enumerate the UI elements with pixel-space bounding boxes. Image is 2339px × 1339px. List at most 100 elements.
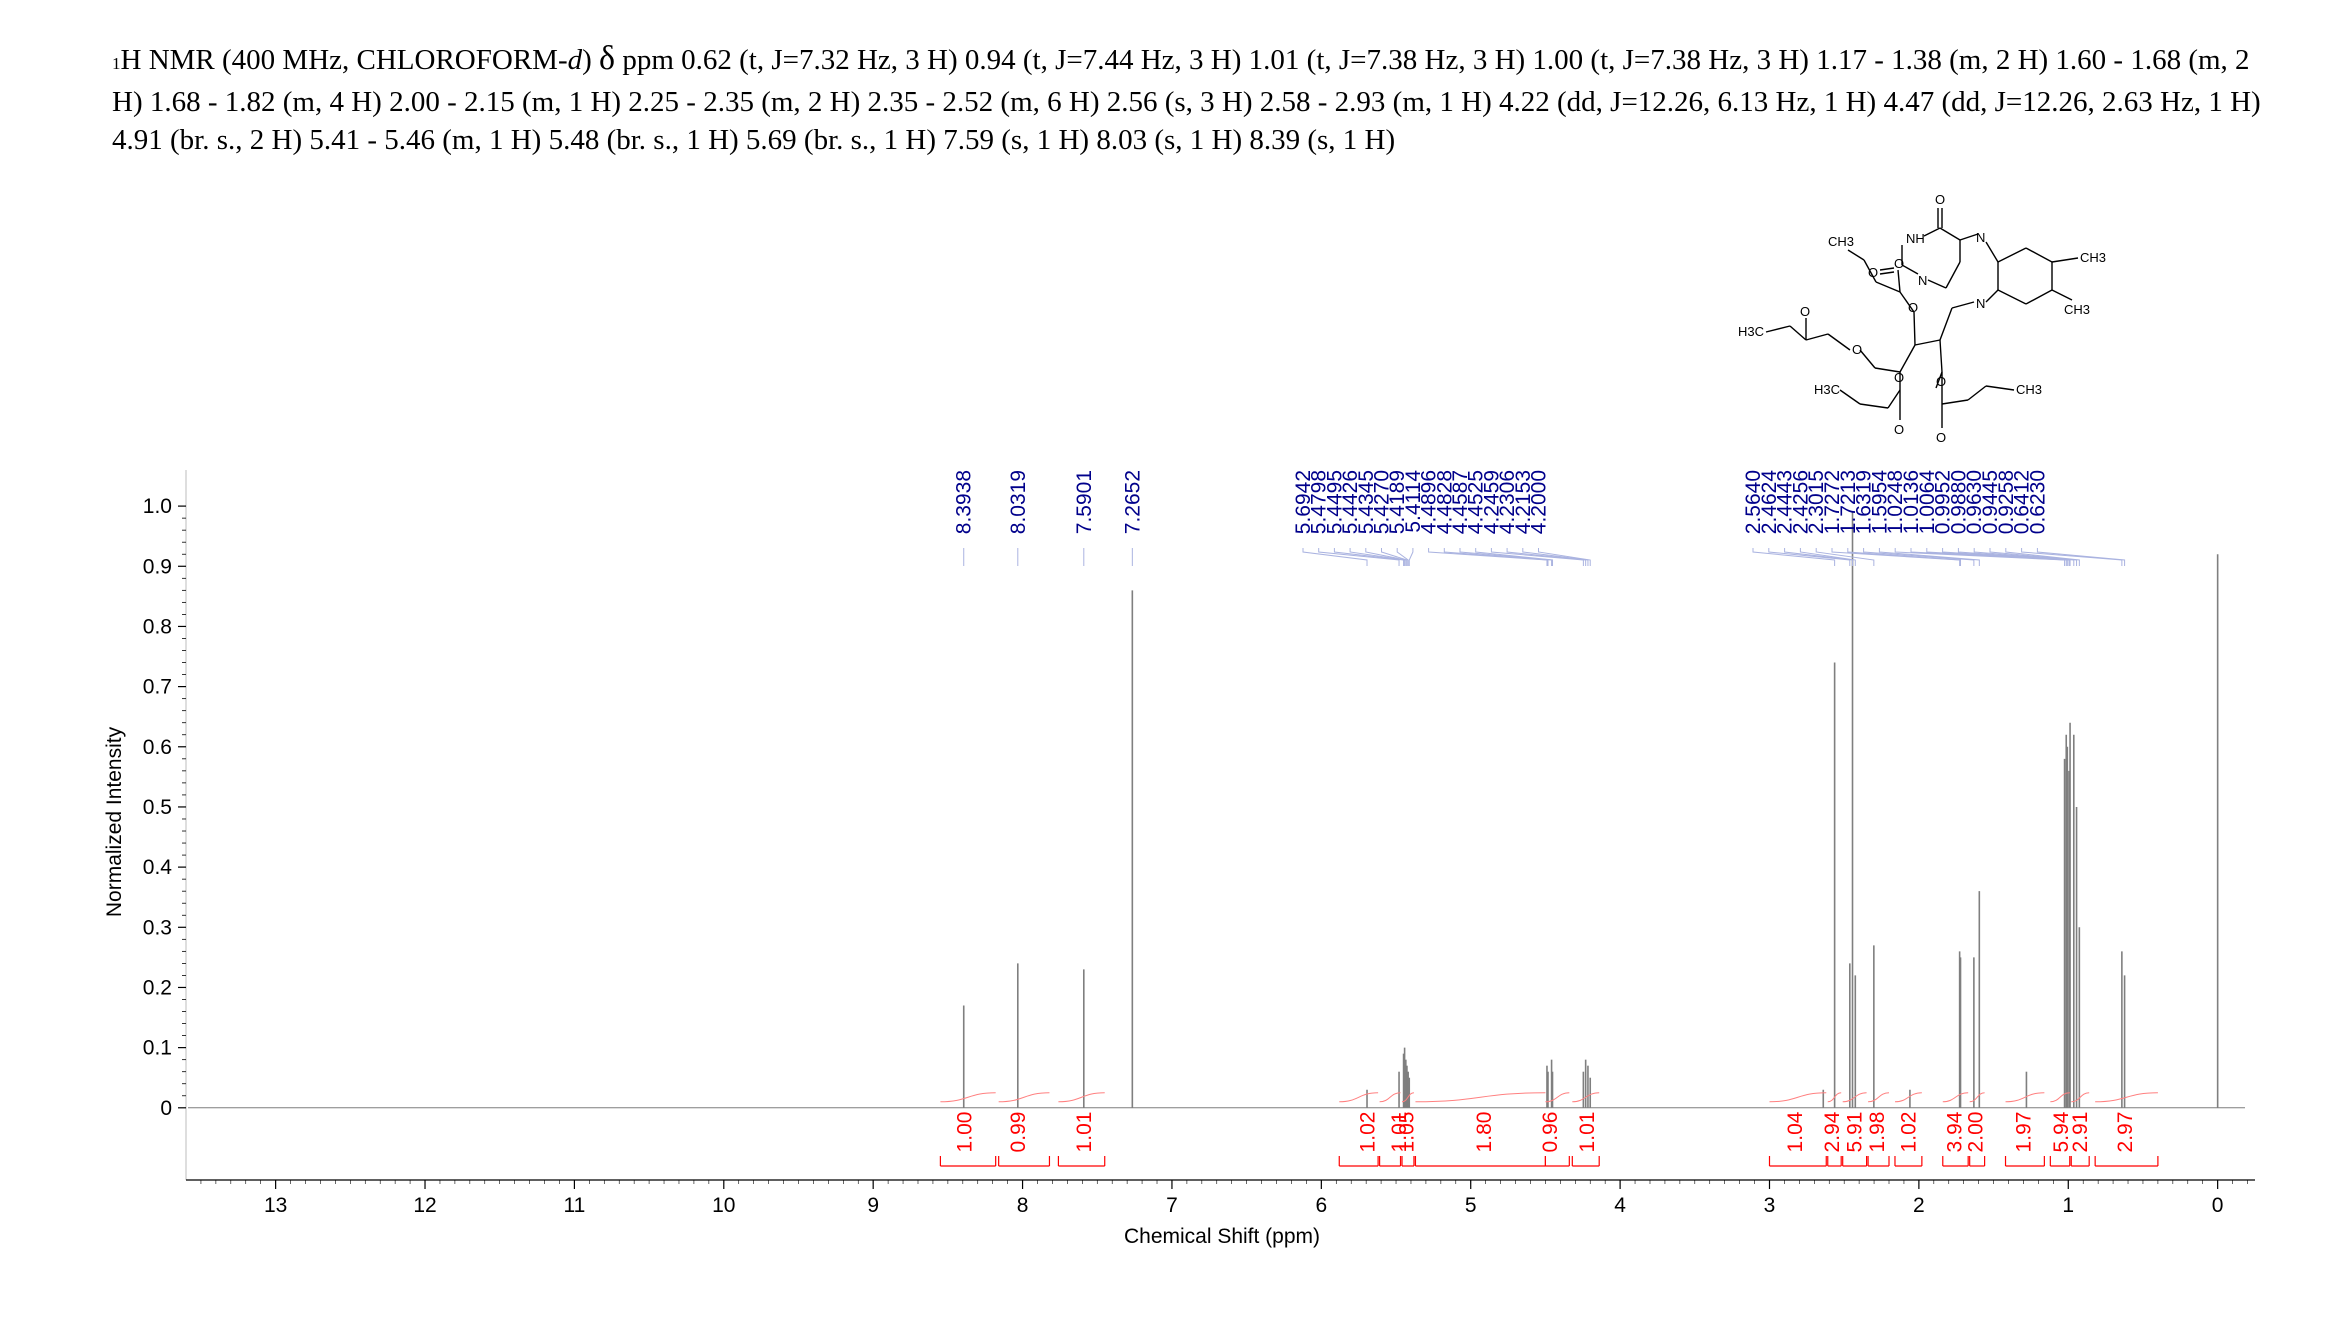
- peak-label-connector: [1768, 548, 1851, 566]
- structure-o-left: O: [1868, 265, 1878, 280]
- y-tick-label: 0.3: [143, 916, 172, 939]
- peak-label-connector: [1459, 548, 1553, 566]
- peak-label-connector: [1506, 548, 1587, 566]
- peak-label-connector: [1318, 548, 1400, 566]
- peak-label-connector: [1989, 548, 2078, 566]
- integral-group: 1.00 0.99 1.01 1.02 1.011.05 1.80 0.96 1.01 1.04…: [939, 1092, 2159, 1167]
- structure-o-ester1: O: [1894, 256, 1904, 271]
- peak-label: 1.0136: [1900, 470, 1923, 534]
- peak-label-connector: [1815, 548, 1875, 566]
- integral-label: 3.94: [1944, 1111, 1967, 1152]
- peak-label-connector: [1408, 548, 1414, 566]
- integral-label: 1.05: [1395, 1112, 1418, 1153]
- x-tick-label: 10: [712, 1194, 735, 1217]
- x-tick-label: 12: [413, 1194, 436, 1217]
- x-tick-label: 1: [2062, 1194, 2074, 1217]
- integral-curve: [1942, 1092, 1969, 1103]
- peak-label-connector: [1443, 548, 1549, 566]
- peak-label: 5.4189: [1386, 470, 1409, 534]
- peak-label-connector: [1878, 548, 1980, 566]
- peak-label-connector: [1973, 548, 2075, 566]
- structure-ch3-ring-1: CH3: [2080, 250, 2106, 265]
- peak-label-connector: [1847, 548, 1962, 566]
- integral-curve: [1827, 1092, 1842, 1103]
- peak-label: 0.9952: [1932, 470, 1955, 534]
- peak-label-connector: [1784, 548, 1854, 566]
- peak-label-connector: [2005, 548, 2080, 566]
- integral-curve: [998, 1092, 1050, 1103]
- integral-curve: [2050, 1092, 2070, 1103]
- integral-curve: [1894, 1092, 1922, 1103]
- y-tick-label: 0.2: [143, 976, 172, 999]
- integral-label: 1.01: [1073, 1112, 1096, 1153]
- integral-label: 0.99: [1007, 1112, 1030, 1153]
- nucleus-label: H NMR (400 MHz, CHLOROFORM-: [120, 44, 568, 76]
- peak-label: 8.0319: [1007, 470, 1030, 534]
- peak-label-connector: [2036, 548, 2126, 566]
- y-tick-label: 0: [160, 1097, 172, 1120]
- y-axis: 0 0.1 0.2 0.3 0.4 0.5 0.6 0.7 0.8 0.9 1.0: [143, 495, 186, 1120]
- y-tick-label: 0.1: [143, 1037, 172, 1060]
- x-tick-label: 11: [563, 1194, 585, 1217]
- peak-label: 2.5640: [1742, 470, 1765, 534]
- peak-label-connector: [1490, 548, 1584, 566]
- integral-curve: [2071, 1092, 2090, 1103]
- peak-label: 5.4270: [1371, 470, 1394, 534]
- peak-label: 1.6319: [1853, 470, 1876, 534]
- integral-label: 1.97: [2012, 1112, 2035, 1153]
- solvent-deuterium: d: [567, 44, 583, 76]
- peak-list-text: ppm 0.62 (t, J=7.32 Hz, 3 H) 0.94 (t, J=…: [112, 44, 2261, 156]
- peak-label-connector: [1365, 548, 1407, 566]
- peak-label: 0.9258: [1995, 470, 2018, 534]
- peak-label-connector: [1475, 548, 1554, 566]
- integral-label: 2.94: [1821, 1111, 1844, 1152]
- peak-label: 1.0064: [1916, 470, 1939, 535]
- integral-curve: [1868, 1092, 1890, 1103]
- structure-o-ester3b: O: [1894, 422, 1904, 437]
- integral-curve: [1339, 1092, 1379, 1103]
- y-tick-label: 0.9: [143, 555, 172, 578]
- peak-label-connector: [1428, 548, 1548, 566]
- peak-label-connector: [1349, 548, 1406, 566]
- peak-label: 0.9880: [1947, 470, 1970, 534]
- integral-label: 1.01: [1388, 1112, 1411, 1153]
- x-tick-label: 3: [1764, 1194, 1776, 1217]
- integral-label: 1.01: [1576, 1112, 1599, 1153]
- x-tick-label: 5: [1465, 1194, 1477, 1217]
- integral-label: 2.91: [2069, 1112, 2092, 1153]
- peak-label-connector: [1333, 548, 1405, 566]
- peak-label: 4.2459: [1480, 470, 1503, 534]
- structure-ch3-ring-2: CH3: [2064, 302, 2090, 317]
- x-tick-label: 2: [1913, 1194, 1925, 1217]
- peak-label-connector: [1522, 548, 1589, 566]
- peak-label: 1.5954: [1868, 470, 1891, 535]
- peak-label-connector: [1381, 548, 1408, 566]
- y-tick-label: 1.0: [143, 495, 172, 518]
- peak-label: 8.3938: [953, 470, 976, 534]
- structure-o-ester2b: O: [1852, 342, 1862, 357]
- peak-label: 5.4345: [1355, 470, 1378, 534]
- x-tick-label: 13: [264, 1194, 287, 1217]
- integral-curve: [2095, 1092, 2158, 1103]
- integral-curve: [1572, 1092, 1600, 1103]
- integral-curve: [1969, 1092, 1985, 1103]
- peak-label: 7.2652: [1121, 470, 1144, 534]
- peak-label: 4.4587: [1449, 470, 1472, 534]
- y-tick-label: 0.4: [143, 856, 173, 879]
- peak-label: 0.6230: [2026, 470, 2049, 534]
- x-tick-label: 0: [2212, 1194, 2224, 1217]
- integral-label: 1.02: [1357, 1112, 1380, 1153]
- peak-label-group: 8.3938 8.0319 7.5901 7.2652 5.69425.47985.44…: [953, 470, 2126, 566]
- peak-label: 0.9445: [1979, 470, 2002, 534]
- integral-curve: [1842, 1092, 1867, 1103]
- peak-label: 5.4798: [1308, 470, 1331, 534]
- peak-label: 4.4525: [1465, 470, 1488, 534]
- structure-n-top: N: [1976, 230, 1985, 245]
- integral-label: 0.96: [1539, 1112, 1562, 1153]
- x-axis: 13 12 11 10 9 8 7 6 5 4 3 2 1 0: [200, 1180, 2248, 1217]
- structure-h3c-left: H3C: [1738, 324, 1764, 339]
- plot-frame: [185, 470, 2255, 1181]
- peak-label: 2.3015: [1805, 470, 1828, 534]
- structure-o-ester4b: O: [1936, 430, 1946, 445]
